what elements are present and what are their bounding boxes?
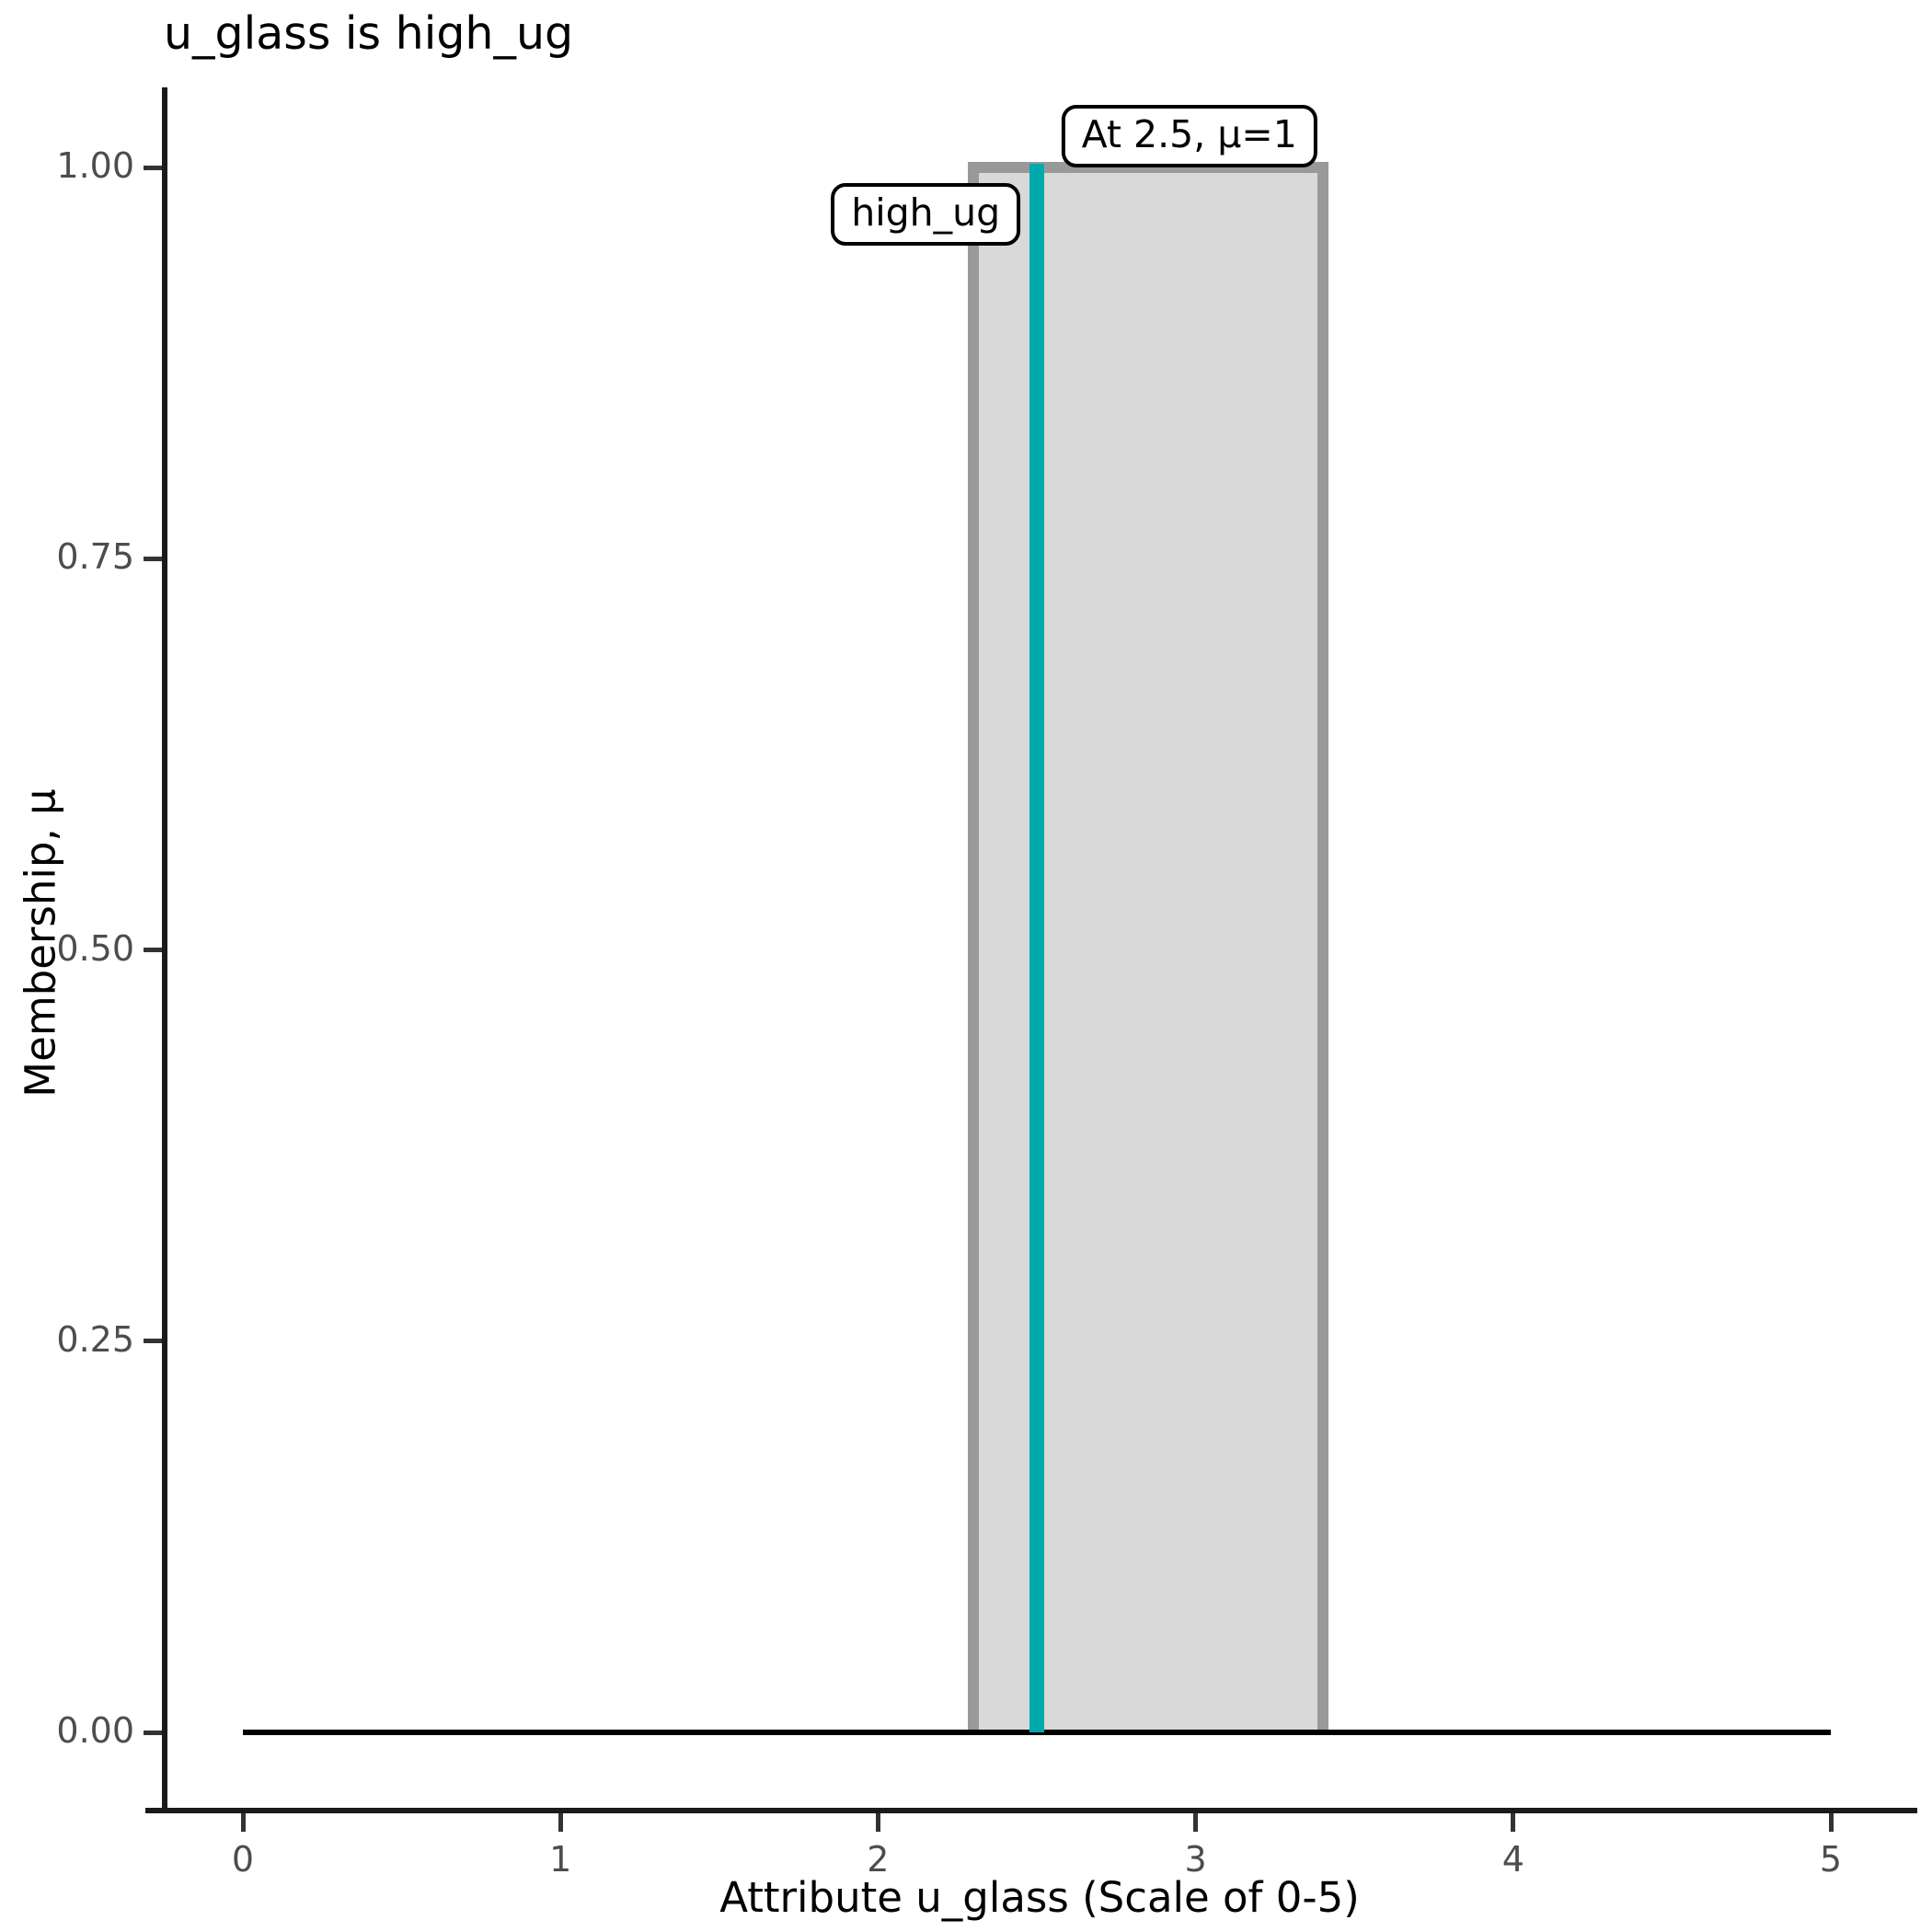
y-tick-mark — [144, 556, 162, 561]
y-axis-line — [162, 87, 167, 1813]
x-tick-mark — [1511, 1813, 1516, 1832]
x-tick-label: 4 — [1501, 1839, 1524, 1880]
x-tick-label: 2 — [867, 1839, 890, 1880]
annotation-set-label: high_ug — [831, 183, 1021, 247]
x-tick-mark — [558, 1813, 563, 1832]
y-tick-label: 0.25 — [56, 1318, 134, 1360]
x-tick-label: 5 — [1819, 1839, 1843, 1880]
y-tick-mark — [144, 1730, 162, 1735]
x-tick-mark — [875, 1813, 880, 1832]
chart-title: u_glass is high_ug — [164, 7, 574, 60]
annotation-marker-label: At 2.5, μ=1 — [1061, 104, 1317, 167]
y-tick-mark — [144, 165, 162, 170]
x-tick-label: 0 — [231, 1839, 255, 1880]
y-tick-label: 1.00 — [56, 145, 134, 186]
x-tick-label: 1 — [549, 1839, 572, 1880]
x-axis-line — [145, 1808, 1917, 1813]
universe-baseline — [243, 1730, 1831, 1735]
x-tick-label: 3 — [1184, 1839, 1207, 1880]
x-tick-mark — [240, 1813, 246, 1832]
x-axis-label: Attribute u_glass (Scale of 0-5) — [719, 1873, 1360, 1922]
y-tick-mark — [144, 948, 162, 952]
y-tick-label: 0.75 — [56, 536, 134, 578]
y-tick-label: 0.00 — [56, 1710, 134, 1751]
y-tick-label: 0.50 — [56, 927, 134, 969]
x-tick-mark — [1193, 1813, 1199, 1832]
x-tick-mark — [1828, 1813, 1834, 1832]
membership-function-rect — [967, 162, 1328, 1732]
y-tick-mark — [144, 1339, 162, 1344]
query-marker-line — [1029, 164, 1044, 1732]
